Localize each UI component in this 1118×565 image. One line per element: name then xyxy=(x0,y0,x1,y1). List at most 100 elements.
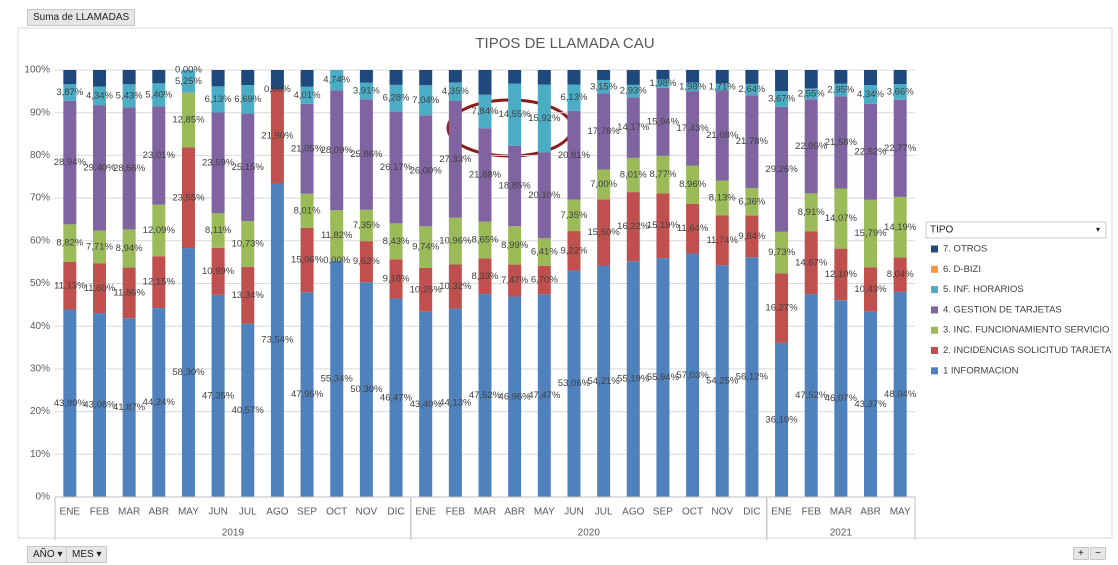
bar-segment xyxy=(479,70,492,95)
expand-button[interactable]: + xyxy=(1073,547,1089,560)
data-label: 22,05% xyxy=(795,141,828,152)
data-label: 9,84% xyxy=(738,231,765,242)
data-label: 55,94% xyxy=(647,372,680,383)
data-label: 43,90% xyxy=(54,398,87,409)
data-label: 23,01% xyxy=(143,150,176,161)
data-label: 55,19% xyxy=(617,374,650,385)
y-tick-label: 40% xyxy=(30,321,50,332)
y-tick-label: 0% xyxy=(36,492,51,503)
data-label: 44,24% xyxy=(143,397,176,408)
data-label: 11,82% xyxy=(321,230,353,241)
data-label: 47,47% xyxy=(528,390,561,401)
month-filter[interactable]: MES ▾ xyxy=(66,546,107,563)
x-tick-label: MAY xyxy=(890,507,911,518)
data-label: 6,69% xyxy=(234,94,261,105)
data-label: 8,43% xyxy=(383,236,410,247)
data-label: 40,57% xyxy=(232,405,265,416)
data-label: 25,86% xyxy=(350,149,383,160)
data-label: 9,22% xyxy=(560,245,587,256)
data-label: 10,25% xyxy=(410,284,443,295)
y-tick-label: 30% xyxy=(30,364,50,375)
data-label: 11,13% xyxy=(54,280,86,291)
x-tick-label: FEB xyxy=(446,507,466,518)
data-label: 10,43% xyxy=(854,284,887,295)
data-label: 8,13% xyxy=(709,192,736,203)
data-label: 8,01% xyxy=(294,205,321,216)
collapse-button[interactable]: − xyxy=(1090,547,1106,560)
data-label: 4,01% xyxy=(294,90,321,101)
data-label: 4,74% xyxy=(323,75,350,86)
x-tick-label: MAR xyxy=(118,507,140,518)
data-label: 6,36% xyxy=(738,196,765,207)
bar-segment xyxy=(93,70,106,87)
x-tick-label: ABR xyxy=(860,507,881,518)
data-label: 14,19% xyxy=(884,222,917,233)
data-label: 3,15% xyxy=(590,81,617,92)
bar-segment xyxy=(745,70,758,84)
data-label: 9,74% xyxy=(412,242,439,253)
data-label: 15,50% xyxy=(588,227,621,238)
legend-label: 6. D-BIZI xyxy=(943,264,981,275)
data-label: 5,40% xyxy=(145,89,172,100)
legend-swatch xyxy=(931,347,938,354)
data-label: 11,74% xyxy=(706,235,738,246)
data-label: 26,00% xyxy=(410,165,443,176)
bar-segment xyxy=(390,70,403,85)
bar-segment xyxy=(241,70,254,85)
data-label: 0,00% xyxy=(264,84,291,95)
data-label: 16,27% xyxy=(765,303,798,314)
y-tick-label: 10% xyxy=(30,449,50,460)
data-label: 0,00% xyxy=(323,255,350,266)
bar-segment xyxy=(567,70,580,85)
y-tick-label: 60% xyxy=(30,235,50,246)
data-label: 8,94% xyxy=(116,243,143,254)
data-label: 8,91% xyxy=(798,207,825,218)
legend-swatch xyxy=(931,246,938,253)
data-label: 46,96% xyxy=(499,391,532,402)
year-filter[interactable]: AÑO ▾ xyxy=(27,546,68,563)
legend-swatch xyxy=(931,266,938,273)
data-label: 23,59% xyxy=(202,157,235,168)
data-label: 7,84% xyxy=(472,106,499,117)
legend-dropdown[interactable]: ▾ xyxy=(1096,225,1100,234)
data-label: 36,10% xyxy=(765,414,798,425)
data-label: 21,05% xyxy=(291,143,324,154)
x-group-label: 2019 xyxy=(222,528,245,539)
legend-label: 2. INCIDENCIAS SOLICITUD TARJETA xyxy=(943,345,1112,356)
x-tick-label: MAR xyxy=(474,507,496,518)
x-tick-label: JUN xyxy=(208,507,227,518)
bar-segment xyxy=(538,70,551,85)
y-tick-label: 50% xyxy=(30,278,50,289)
data-label: 41,87% xyxy=(113,402,146,413)
data-label: 44,13% xyxy=(439,397,472,408)
data-label: 26,17% xyxy=(380,162,413,173)
data-label: 20,10% xyxy=(528,190,561,201)
data-label: 13,34% xyxy=(232,290,265,301)
data-label: 14,17% xyxy=(617,122,650,133)
data-label: 8,01% xyxy=(620,169,647,180)
data-label: 17,43% xyxy=(676,123,709,134)
data-label: 56,12% xyxy=(736,372,769,383)
x-tick-label: OCT xyxy=(682,507,703,518)
data-label: 21,78% xyxy=(736,136,769,147)
data-label: 53,06% xyxy=(558,378,591,389)
data-label: 48,04% xyxy=(884,389,917,400)
data-label: 20,81% xyxy=(558,150,591,161)
bar-segment xyxy=(360,70,373,83)
legend-label: 3. INC. FUNCIONAMIENTO SERVICIO xyxy=(943,325,1109,336)
data-label: 23,55% xyxy=(172,192,205,203)
data-label: 25,15% xyxy=(232,162,265,173)
data-label: 4,34% xyxy=(857,89,884,100)
x-tick-label: ENE xyxy=(771,507,792,518)
data-label: 1,98% xyxy=(679,81,706,92)
bar-segment xyxy=(152,70,165,83)
y-tick-label: 100% xyxy=(24,65,50,76)
legend-swatch xyxy=(931,367,938,374)
x-tick-label: MAY xyxy=(178,507,199,518)
x-tick-label: ENE xyxy=(415,507,436,518)
legend-swatch xyxy=(931,286,938,293)
data-label: 7,00% xyxy=(590,179,617,190)
data-label: 8,11% xyxy=(205,225,232,236)
x-tick-label: OCT xyxy=(326,507,347,518)
bar-segment xyxy=(894,70,907,84)
